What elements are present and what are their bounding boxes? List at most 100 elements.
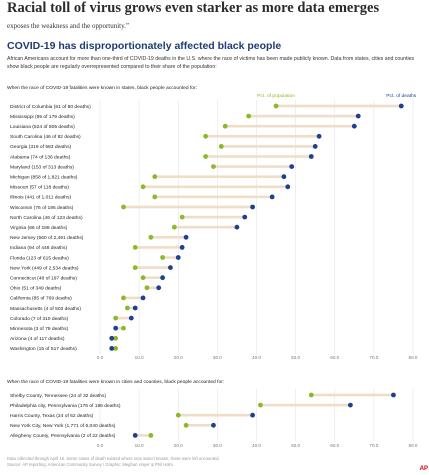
x-tick-label: 60.0 <box>330 355 339 360</box>
dumbbell-connector <box>154 175 284 178</box>
deaths-dot <box>250 204 255 210</box>
row-label: Mississippi (95 of 179 deaths) <box>10 114 75 120</box>
population-dot <box>140 275 146 281</box>
population-dot <box>222 123 228 129</box>
dumbbell-connector <box>154 195 273 199</box>
dumbbell-connector <box>276 104 402 108</box>
legend-deaths: Pct. of deaths <box>386 93 416 99</box>
row-label: Shelby County, Tennessee (24 of 32 death… <box>10 393 106 399</box>
x-tick-label: 70.0 <box>369 355 378 360</box>
deaths-dot <box>109 335 115 341</box>
deaths-dot <box>355 113 361 119</box>
deaths-dot <box>269 194 275 200</box>
ap-logo: AP <box>419 466 428 472</box>
x-tick-label: 40.0 <box>252 443 261 448</box>
row-label: Michigan (858 of 1,821 deaths) <box>10 175 78 181</box>
x-tick-label: 10.0 <box>135 443 144 448</box>
population-dot <box>211 164 216 170</box>
row-label: South Carolina (46 of 82 deaths) <box>10 134 81 140</box>
deaths-dot <box>113 325 119 331</box>
dumbbell-connector <box>221 145 316 148</box>
dumbbell-connector <box>311 393 394 397</box>
dumbbell-connector <box>123 296 144 300</box>
chart-intro: African Americans account for more than … <box>7 56 415 70</box>
chart-panel-1: When the race of COVID-19 fatalities wer… <box>7 85 418 360</box>
x-tick-label: 80.0 <box>409 443 418 448</box>
deaths-dot <box>391 392 396 398</box>
population-dot <box>113 335 119 341</box>
row-label: Illinois (441 of 1,011 deaths) <box>10 195 71 201</box>
deaths-dot <box>160 275 166 281</box>
population-dot <box>121 325 126 331</box>
x-tick-label: 50.0 <box>291 355 300 360</box>
population-dot <box>144 285 150 291</box>
population-dot <box>124 305 130 311</box>
population-dot <box>203 154 209 159</box>
x-tick-label: 80.0 <box>409 355 418 360</box>
population-dot <box>258 402 263 408</box>
chart-title: COVID-19 has disproportionately affected… <box>7 40 282 52</box>
row-label: Wisconsin (76 of 195 deaths) <box>10 205 74 211</box>
row-label: Massachusetts (4 of 503 deaths) <box>10 306 81 312</box>
dumbbell-connector <box>186 424 214 427</box>
population-dot <box>175 412 181 418</box>
x-tick-label: 30.0 <box>213 355 222 360</box>
dumbbell-connector <box>150 236 187 239</box>
deaths-dot <box>250 412 255 418</box>
row-label: Ohio (51 of 349 deaths) <box>10 286 62 292</box>
row-label: Connecticut (48 of 197 deaths) <box>10 276 77 282</box>
population-dot <box>113 315 119 321</box>
population-dot <box>203 133 209 139</box>
dumbbell-connector <box>260 403 351 407</box>
population-dot <box>140 184 146 190</box>
deaths-dot <box>289 164 295 170</box>
row-label: New Jersey (560 of 2,491 deaths) <box>10 235 84 241</box>
dumbbell-connector <box>162 256 179 259</box>
row-label: Arizona (4 of 117 deaths) <box>10 336 65 342</box>
dumbbell-connector <box>178 413 253 417</box>
dumbbell-connector <box>205 155 312 158</box>
deaths-dot <box>351 123 357 129</box>
x-tick-label: 20.0 <box>174 355 183 360</box>
population-dot <box>273 103 279 109</box>
deaths-dot <box>211 422 216 428</box>
deaths-dot <box>132 433 138 438</box>
row-label: Colorado (7 of 310 deaths) <box>10 316 69 322</box>
population-dot <box>183 422 189 428</box>
deaths-dot <box>179 245 185 250</box>
article-headline: Racial toll of virus grows even starker … <box>7 0 380 16</box>
deaths-dot <box>128 315 134 321</box>
chart-subtitle: When the race of COVID-19 fatalities wer… <box>7 379 224 385</box>
deaths-dot <box>168 265 173 270</box>
deaths-dot <box>109 346 115 351</box>
dumbbell-connector <box>135 434 151 437</box>
population-dot <box>152 174 158 180</box>
row-label: Alabama (74 of 136 deaths) <box>10 154 71 160</box>
row-label: Washington (15 of 517 deaths) <box>10 346 77 352</box>
population-dot <box>132 265 138 270</box>
dumbbell-connector <box>135 266 171 269</box>
footnote-source: Source: AP reporting; American Community… <box>7 462 173 467</box>
population-dot <box>152 194 158 200</box>
row-label: North Carolina (46 of 123 deaths) <box>10 215 83 221</box>
population-dot <box>113 346 119 351</box>
row-label: Missouri (57 of 118 deaths) <box>10 185 69 191</box>
population-dot <box>121 204 126 210</box>
row-label: Allegheny County, Pennsylvania (2 of 22 … <box>10 433 116 439</box>
row-label: Philadelphia city, Pennsylvania (176 of … <box>10 403 121 409</box>
row-label: Virginia (66 of 188 deaths) <box>10 225 68 231</box>
footnotes: Data collected through April 16. Some ca… <box>7 456 220 468</box>
deaths-dot <box>398 103 404 109</box>
population-dot <box>308 392 314 398</box>
dumbbell-connector <box>174 225 237 229</box>
deaths-dot <box>140 295 146 301</box>
footnote-data: Data collected through April 16. Some ca… <box>7 456 220 461</box>
row-label: Indiana (94 of 448 deaths) <box>10 245 67 251</box>
row-label: Minnesota (3 of 79 deaths) <box>10 326 69 332</box>
dumbbell-connector <box>135 246 183 249</box>
deaths-dot <box>132 305 138 311</box>
legend-population: Pct. of population <box>257 93 295 99</box>
row-label: Louisiana (524 of 805 deaths) <box>10 124 75 130</box>
dumbbell-connector <box>115 326 124 330</box>
